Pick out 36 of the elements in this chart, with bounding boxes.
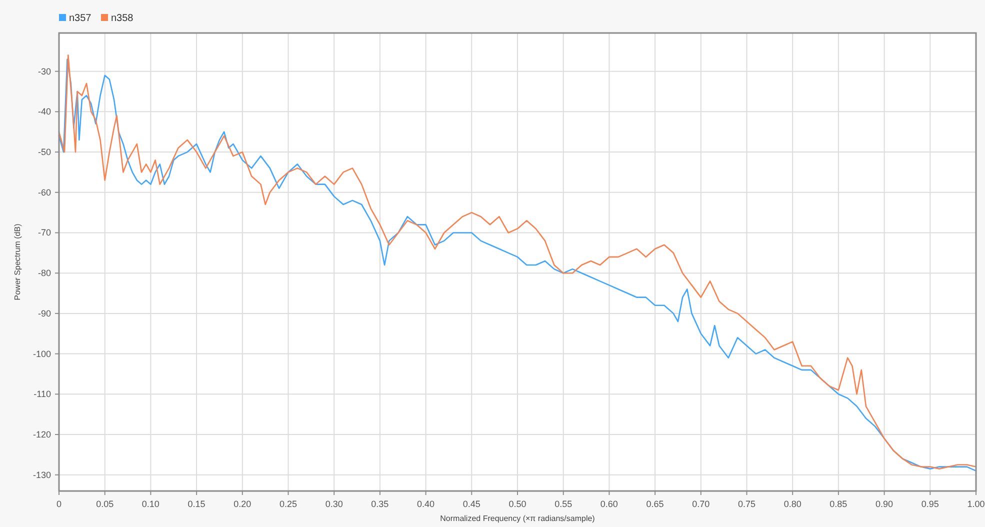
y-tick-label: -130 — [32, 470, 51, 480]
y-tick-label: -100 — [32, 348, 51, 359]
x-axis-title: Normalized Frequency (×π radians/sample) — [440, 514, 596, 523]
x-tick-label: 0.60 — [600, 499, 618, 509]
y-tick-label: -120 — [32, 430, 51, 440]
x-tick-label: 0.80 — [784, 499, 802, 509]
y-tick-label: -70 — [38, 228, 51, 238]
x-tick-label: 0.20 — [234, 499, 252, 509]
x-tick-label: 1.00 — [967, 499, 985, 509]
x-tick-label: 0.50 — [508, 499, 526, 509]
x-tick-label: 0 — [56, 499, 62, 509]
x-tick-label: 0.90 — [876, 499, 894, 509]
x-tick-label: 0.15 — [188, 499, 206, 509]
legend-label: n358 — [111, 13, 134, 24]
x-tick-label: 0.70 — [692, 499, 710, 509]
y-tick-label: -90 — [38, 308, 51, 318]
x-tick-label: 0.85 — [830, 499, 848, 509]
x-tick-label: 0.30 — [325, 499, 343, 509]
x-tick-label: 0.75 — [738, 499, 756, 509]
x-tick-label: 0.35 — [371, 499, 389, 509]
y-tick-label: -50 — [38, 147, 51, 158]
y-tick-label: -110 — [34, 389, 51, 400]
x-tick-label: 0.65 — [646, 499, 664, 509]
x-tick-label: 0.25 — [279, 499, 298, 509]
legend-label: n357 — [69, 13, 92, 24]
x-tick-label: 0.95 — [921, 499, 939, 509]
y-tick-label: -30 — [38, 66, 51, 76]
y-tick-label: -80 — [38, 268, 51, 278]
x-tick-label: 0.10 — [142, 499, 160, 509]
x-tick-label: 0.40 — [417, 499, 435, 509]
y-tick-label: -60 — [38, 187, 51, 198]
x-tick-label: 0.55 — [554, 499, 572, 509]
y-axis-title: Power Spectrum (dB) — [13, 223, 22, 300]
x-tick-label: 0.45 — [462, 499, 480, 509]
y-tick-label: -40 — [38, 106, 51, 117]
x-tick-label: 0.05 — [96, 499, 114, 509]
